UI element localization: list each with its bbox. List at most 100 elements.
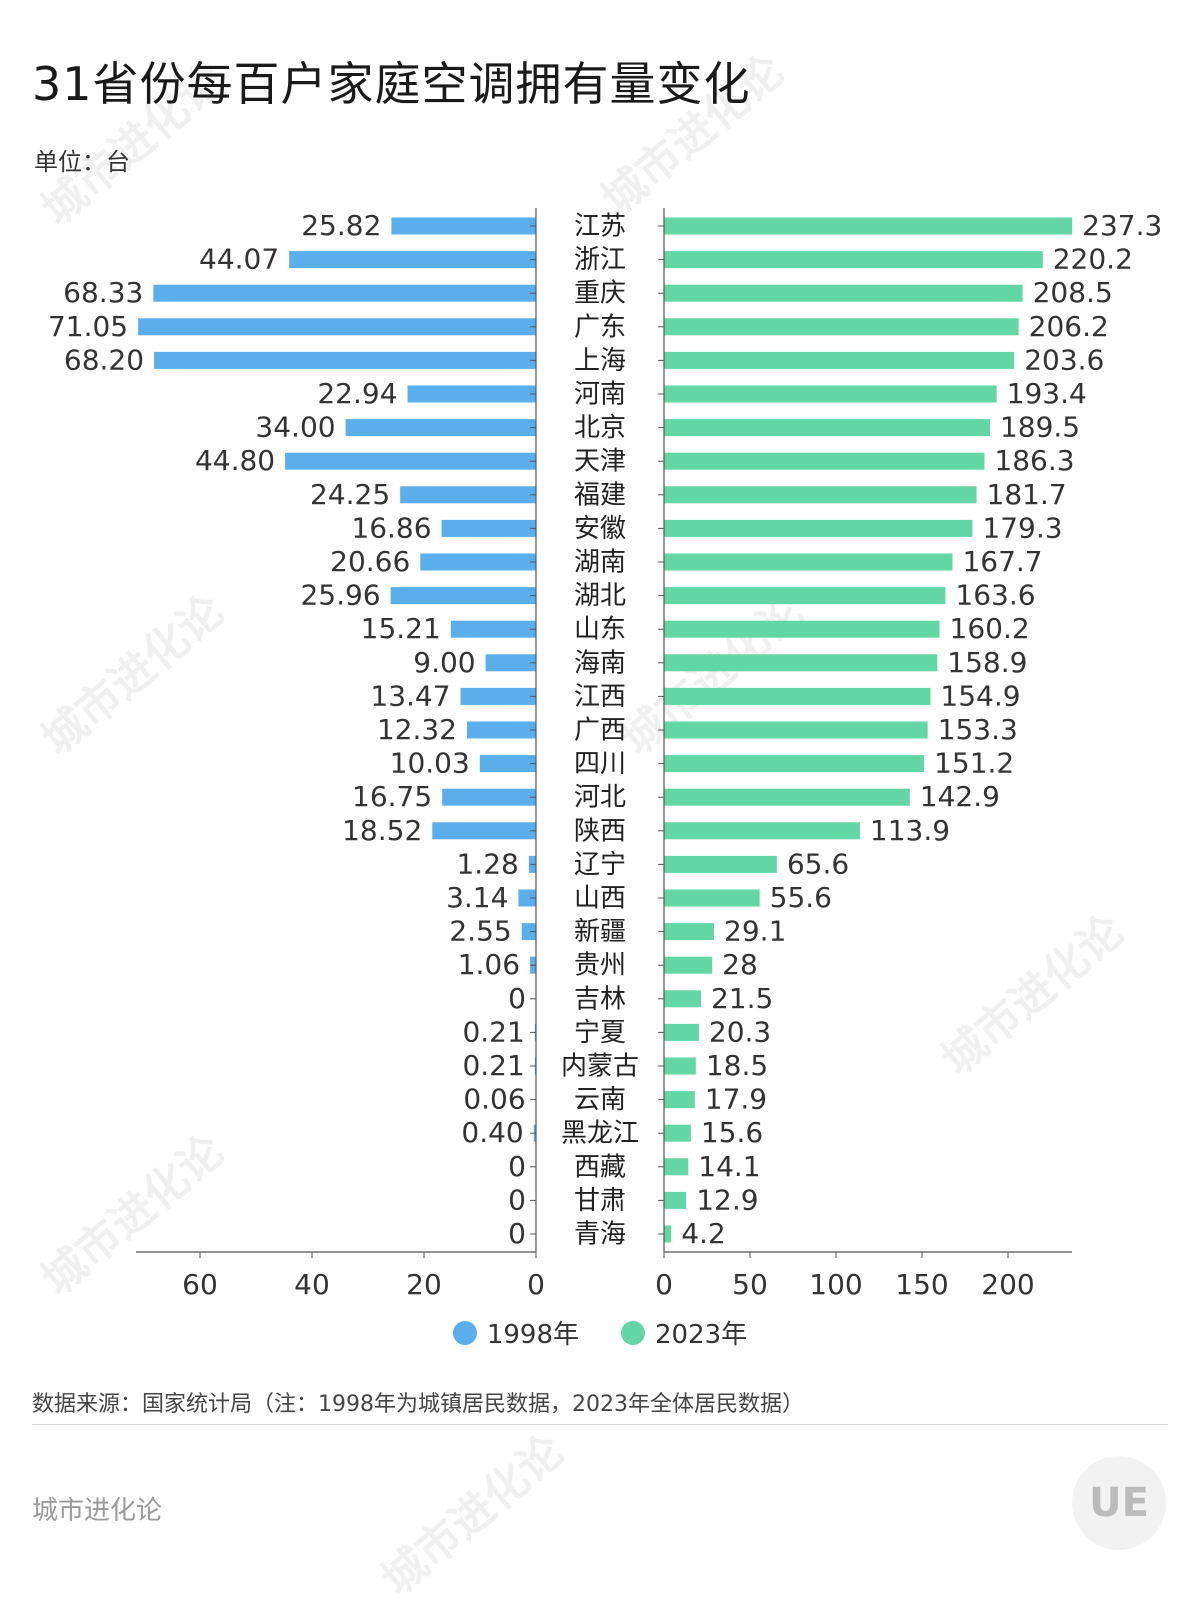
bar-2023: [664, 486, 977, 503]
data-label-2023: 158.9: [947, 646, 1027, 679]
data-label-1998: 0: [508, 982, 526, 1015]
category-label: 陕西: [574, 816, 626, 846]
data-label-2023: 193.4: [1007, 377, 1087, 410]
bar-2023: [664, 318, 1019, 335]
divider: [32, 1424, 1168, 1425]
data-label-1998: 44.07: [199, 243, 279, 276]
bar-1998: [138, 318, 536, 335]
category-label: 河北: [574, 783, 626, 813]
data-label-1998: 68.20: [64, 343, 144, 376]
data-label-1998: 16.86: [351, 511, 431, 544]
data-label-2023: 18.5: [706, 1049, 768, 1082]
category-label: 广西: [574, 716, 626, 746]
bar-2023: [664, 352, 1014, 369]
bar-1998: [346, 419, 536, 436]
bar-2023: [664, 1158, 688, 1175]
data-label-2023: 15.6: [701, 1116, 763, 1149]
data-label-1998: 2.55: [449, 915, 511, 948]
data-label-2023: 160.2: [950, 612, 1030, 645]
data-label-1998: 1.06: [458, 948, 520, 981]
data-label-1998: 13.47: [370, 679, 450, 712]
bar-2023: [664, 251, 1043, 268]
bar-1998: [289, 251, 536, 268]
legend: 1998年 2023年: [0, 1314, 1200, 1351]
data-label-1998: 0: [508, 1217, 526, 1250]
data-label-2023: 20.3: [709, 1015, 771, 1048]
data-label-2023: 29.1: [724, 915, 786, 948]
bar-1998: [154, 352, 536, 369]
category-label: 吉林: [574, 984, 626, 1014]
data-label-1998: 0.06: [463, 1083, 525, 1116]
category-label: 海南: [574, 648, 626, 678]
data-label-1998: 0.40: [461, 1116, 523, 1149]
bar-1998: [285, 453, 536, 470]
data-label-1998: 12.32: [377, 713, 457, 746]
bar-2023: [664, 621, 940, 638]
category-label: 湖北: [574, 581, 626, 611]
data-label-2023: 28: [722, 948, 758, 981]
bar-1998: [153, 285, 536, 302]
category-label: 天津: [574, 447, 626, 477]
bar-1998: [391, 218, 536, 235]
bar-2023: [664, 218, 1072, 235]
data-label-1998: 18.52: [342, 814, 422, 847]
x-tick-label: 60: [182, 1268, 218, 1300]
data-label-2023: 65.6: [787, 847, 849, 880]
bar-2023: [664, 587, 945, 604]
category-label: 河南: [574, 380, 626, 410]
x-tick-label: 40: [294, 1268, 330, 1300]
bar-2023: [664, 554, 952, 571]
data-label-2023: 186.3: [994, 444, 1074, 477]
x-tick-label: 0: [655, 1268, 673, 1300]
data-label-2023: 220.2: [1053, 243, 1133, 276]
bar-1998: [486, 654, 536, 671]
data-label-2023: 203.6: [1024, 343, 1104, 376]
data-label-2023: 163.6: [955, 579, 1035, 612]
bar-1998: [451, 621, 536, 638]
bar-2023: [664, 419, 990, 436]
category-label: 北京: [574, 413, 626, 443]
x-tick-label: 20: [406, 1268, 442, 1300]
bar-1998: [461, 688, 536, 705]
category-label: 安徽: [574, 514, 626, 544]
x-tick-label: 0: [527, 1268, 545, 1300]
bar-2023: [664, 1226, 671, 1243]
bar-2023: [664, 520, 972, 537]
bar-1998: [400, 486, 536, 503]
bar-2023: [664, 789, 910, 806]
category-label: 江西: [574, 682, 626, 712]
legend-swatch-2023: [621, 1321, 645, 1345]
legend-swatch-1998: [453, 1321, 477, 1345]
category-label: 云南: [574, 1085, 626, 1115]
category-label: 新疆: [574, 917, 626, 947]
brand-logo: UE: [1072, 1456, 1166, 1550]
bar-2023: [664, 1058, 696, 1075]
data-label-2023: 21.5: [711, 982, 773, 1015]
data-label-1998: 3.14: [446, 881, 508, 914]
category-label: 四川: [574, 749, 626, 779]
legend-label-2023: 2023年: [655, 1314, 747, 1351]
data-label-1998: 44.80: [195, 444, 275, 477]
data-label-2023: 113.9: [870, 814, 950, 847]
data-label-1998: 0.21: [462, 1049, 524, 1082]
unit-label: 单位：台: [34, 142, 130, 177]
bar-2023: [664, 453, 984, 470]
legend-label-1998: 1998年: [487, 1314, 579, 1351]
data-label-1998: 1.28: [456, 847, 518, 880]
data-label-2023: 154.9: [940, 679, 1020, 712]
bar-2023: [664, 890, 760, 907]
watermark: 城市进化论: [365, 1417, 575, 1607]
bar-2023: [664, 923, 714, 940]
x-tick-label: 200: [981, 1268, 1034, 1300]
bar-1998: [442, 789, 536, 806]
bar-1998: [442, 520, 536, 537]
category-label: 宁夏: [574, 1018, 626, 1048]
x-tick-label: 100: [809, 1268, 862, 1300]
data-label-2023: 55.6: [770, 881, 832, 914]
bar-1998: [420, 554, 536, 571]
data-label-1998: 0: [508, 1183, 526, 1216]
bar-2023: [664, 1125, 691, 1142]
bar-2023: [664, 1091, 695, 1108]
bar-2023: [664, 822, 860, 839]
bar-2023: [664, 722, 928, 739]
